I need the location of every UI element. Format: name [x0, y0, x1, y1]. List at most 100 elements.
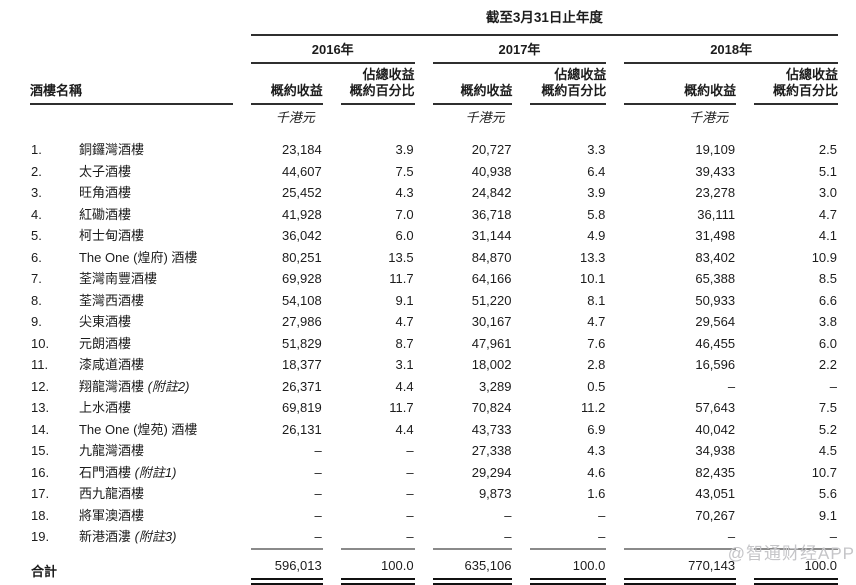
revenue-2017: 27,338	[471, 443, 512, 458]
table-row: 11. 漆咸道酒樓 18,377 3.1 18,002 2.8 16,596 2.2	[30, 354, 838, 376]
pct-2016: –	[406, 464, 414, 480]
row-number: 11.	[31, 357, 49, 372]
row-number: 3.	[31, 185, 42, 200]
revenue-2017: 70,824	[471, 400, 512, 415]
row-number: 8.	[31, 292, 42, 308]
revenue-2018: 39,433	[695, 163, 736, 179]
revenue-2017: 29,294	[471, 464, 512, 480]
revenue-2018: –	[727, 378, 736, 394]
revenue-2018: 83,402	[695, 249, 736, 265]
total-label: 合計	[31, 563, 58, 579]
row-number: 14.	[31, 421, 50, 437]
revenue-header-2016: 概約收益	[250, 64, 323, 105]
pct-header-line2: 概約百分比	[772, 83, 838, 98]
revenue-2018: 16,596	[695, 357, 736, 372]
restaurant-name: 荃灣西酒樓	[78, 292, 144, 308]
restaurant-name: 柯士甸酒樓	[78, 228, 144, 243]
pct-header-2017: 佔總收益 概約百分比	[530, 64, 607, 105]
row-number: 18.	[31, 507, 50, 523]
revenue-2016: 54,108	[281, 292, 322, 308]
revenue-2016: –	[314, 464, 322, 480]
restaurant-name: 尖東酒樓	[78, 314, 131, 329]
pct-2018: 2.5	[818, 142, 837, 157]
row-number: 4.	[31, 206, 42, 222]
footnote-ref: (附註3)	[130, 529, 177, 544]
revenue-2016: 80,251	[281, 249, 322, 265]
revenue-2017: 47,961	[471, 335, 512, 351]
table-row: 8. 荃灣西酒樓 54,108 9.1 51,220 8.1 50,933 6.6	[30, 290, 838, 312]
total-revenue-2016: 596,013	[250, 547, 323, 585]
total-row: 合計 596,013 100.0 635,106 100.0 770,143 1…	[30, 547, 838, 585]
pct-2016: 6.0	[395, 228, 414, 243]
revenue-2017: –	[504, 507, 512, 523]
pct-2018: 8.5	[818, 271, 837, 286]
pct-2016: 3.9	[395, 142, 414, 157]
revenue-2018: –	[727, 529, 736, 544]
total-revenue-2017: 635,106	[432, 547, 513, 585]
pct-2018: 4.1	[818, 228, 837, 243]
table-body: 1. 銅鑼灣酒樓 23,184 3.9 20,727 3.3 19,109 2.5 2. 太子酒樓…	[30, 139, 838, 548]
pct-2018: 3.8	[818, 314, 837, 329]
pct-2017: –	[598, 529, 606, 544]
pct-header-line2: 概約百分比	[541, 83, 607, 98]
table-row: 14. The One (煌苑) 酒樓 26,131 4.4 43,733 6.9 40,0…	[30, 419, 838, 441]
pct-2016: 4.7	[395, 314, 414, 329]
year-header-row: 2016年 2017年 2018年	[30, 36, 838, 64]
name-column-header: 酒樓名稱	[30, 64, 233, 105]
revenue-2016: 25,452	[281, 185, 322, 200]
table-row: 12. 翔龍灣酒樓 (附註2) 26,371 4.4 3,289 0.5 – –	[30, 376, 838, 398]
pct-2018: 5.6	[818, 486, 837, 501]
pct-2016: 4.4	[395, 421, 414, 437]
row-number: 12.	[31, 378, 50, 394]
restaurant-name: 銅鑼灣酒樓	[78, 142, 144, 157]
revenue-2018: 36,111	[697, 206, 736, 222]
revenue-2018: 43,051	[695, 486, 736, 501]
revenue-2017: 24,842	[471, 185, 512, 200]
row-number: 19.	[31, 529, 50, 544]
footnote-ref: (附註2)	[143, 378, 190, 394]
restaurant-name: 石門酒樓 (附註1)	[78, 464, 177, 480]
revenue-2016: 26,131	[281, 421, 322, 437]
pct-2016: 4.4	[395, 378, 414, 394]
pct-2016: 8.7	[395, 335, 414, 351]
pct-2018: 2.2	[818, 357, 837, 372]
revenue-2018: 40,042	[695, 421, 736, 437]
pct-2018: 4.5	[818, 443, 837, 458]
revenue-2017: 40,938	[471, 163, 512, 179]
table-row: 18. 將軍澳酒樓 – – – – 70,267 9.1	[30, 505, 838, 527]
revenue-2016: 69,819	[281, 400, 322, 415]
table-row: 9. 尖東酒樓 27,986 4.7 30,167 4.7 29,564 3.8	[30, 311, 838, 333]
restaurant-name: 紅磡酒樓	[78, 206, 131, 222]
revenue-2018: 70,267	[695, 507, 736, 523]
pct-2018: 10.9	[811, 249, 837, 265]
pct-2016: –	[406, 507, 414, 523]
restaurant-name: 翔龍灣酒樓 (附註2)	[78, 378, 190, 394]
revenue-2016: –	[314, 507, 322, 523]
table-row: 19. 新港酒漊 (附註3) – – – – – –	[30, 526, 838, 548]
pct-2017: 8.1	[587, 292, 606, 308]
revenue-2017: 3,289	[478, 378, 512, 394]
row-number: 5.	[31, 228, 42, 243]
revenue-2016: 41,928	[281, 206, 322, 222]
pct-2016: 4.3	[395, 185, 414, 200]
revenue-2016: 69,928	[281, 271, 322, 286]
period-title: 截至3月31日止年度	[250, 2, 838, 36]
pct-2018: 6.6	[818, 292, 837, 308]
column-header-row: 酒樓名稱 概約收益 佔總收益 概約百分比 概約收益 佔總收益 概約百分比 概約收益 …	[30, 64, 838, 105]
pct-2018: 5.1	[818, 163, 837, 179]
revenue-2016: –	[314, 486, 322, 501]
pct-2018: –	[829, 529, 837, 544]
revenue-2016: –	[314, 529, 322, 544]
pct-header-line1: 佔總收益	[554, 67, 607, 82]
row-number: 7.	[31, 271, 42, 286]
revenue-2018: 82,435	[695, 464, 736, 480]
restaurant-name: The One (煌府) 酒樓	[78, 249, 198, 265]
table-row: 2. 太子酒樓 44,607 7.5 40,938 6.4 39,433 5.1	[30, 161, 838, 183]
revenue-2017: 31,144	[471, 228, 512, 243]
row-number: 15.	[31, 443, 50, 458]
pct-2016: –	[406, 529, 414, 544]
revenue-2017: 20,727	[471, 142, 512, 157]
total-revenue-2018: 770,143	[624, 547, 737, 585]
total-pct-2018: 100.0	[754, 547, 838, 585]
revenue-2016: 36,042	[281, 228, 322, 243]
